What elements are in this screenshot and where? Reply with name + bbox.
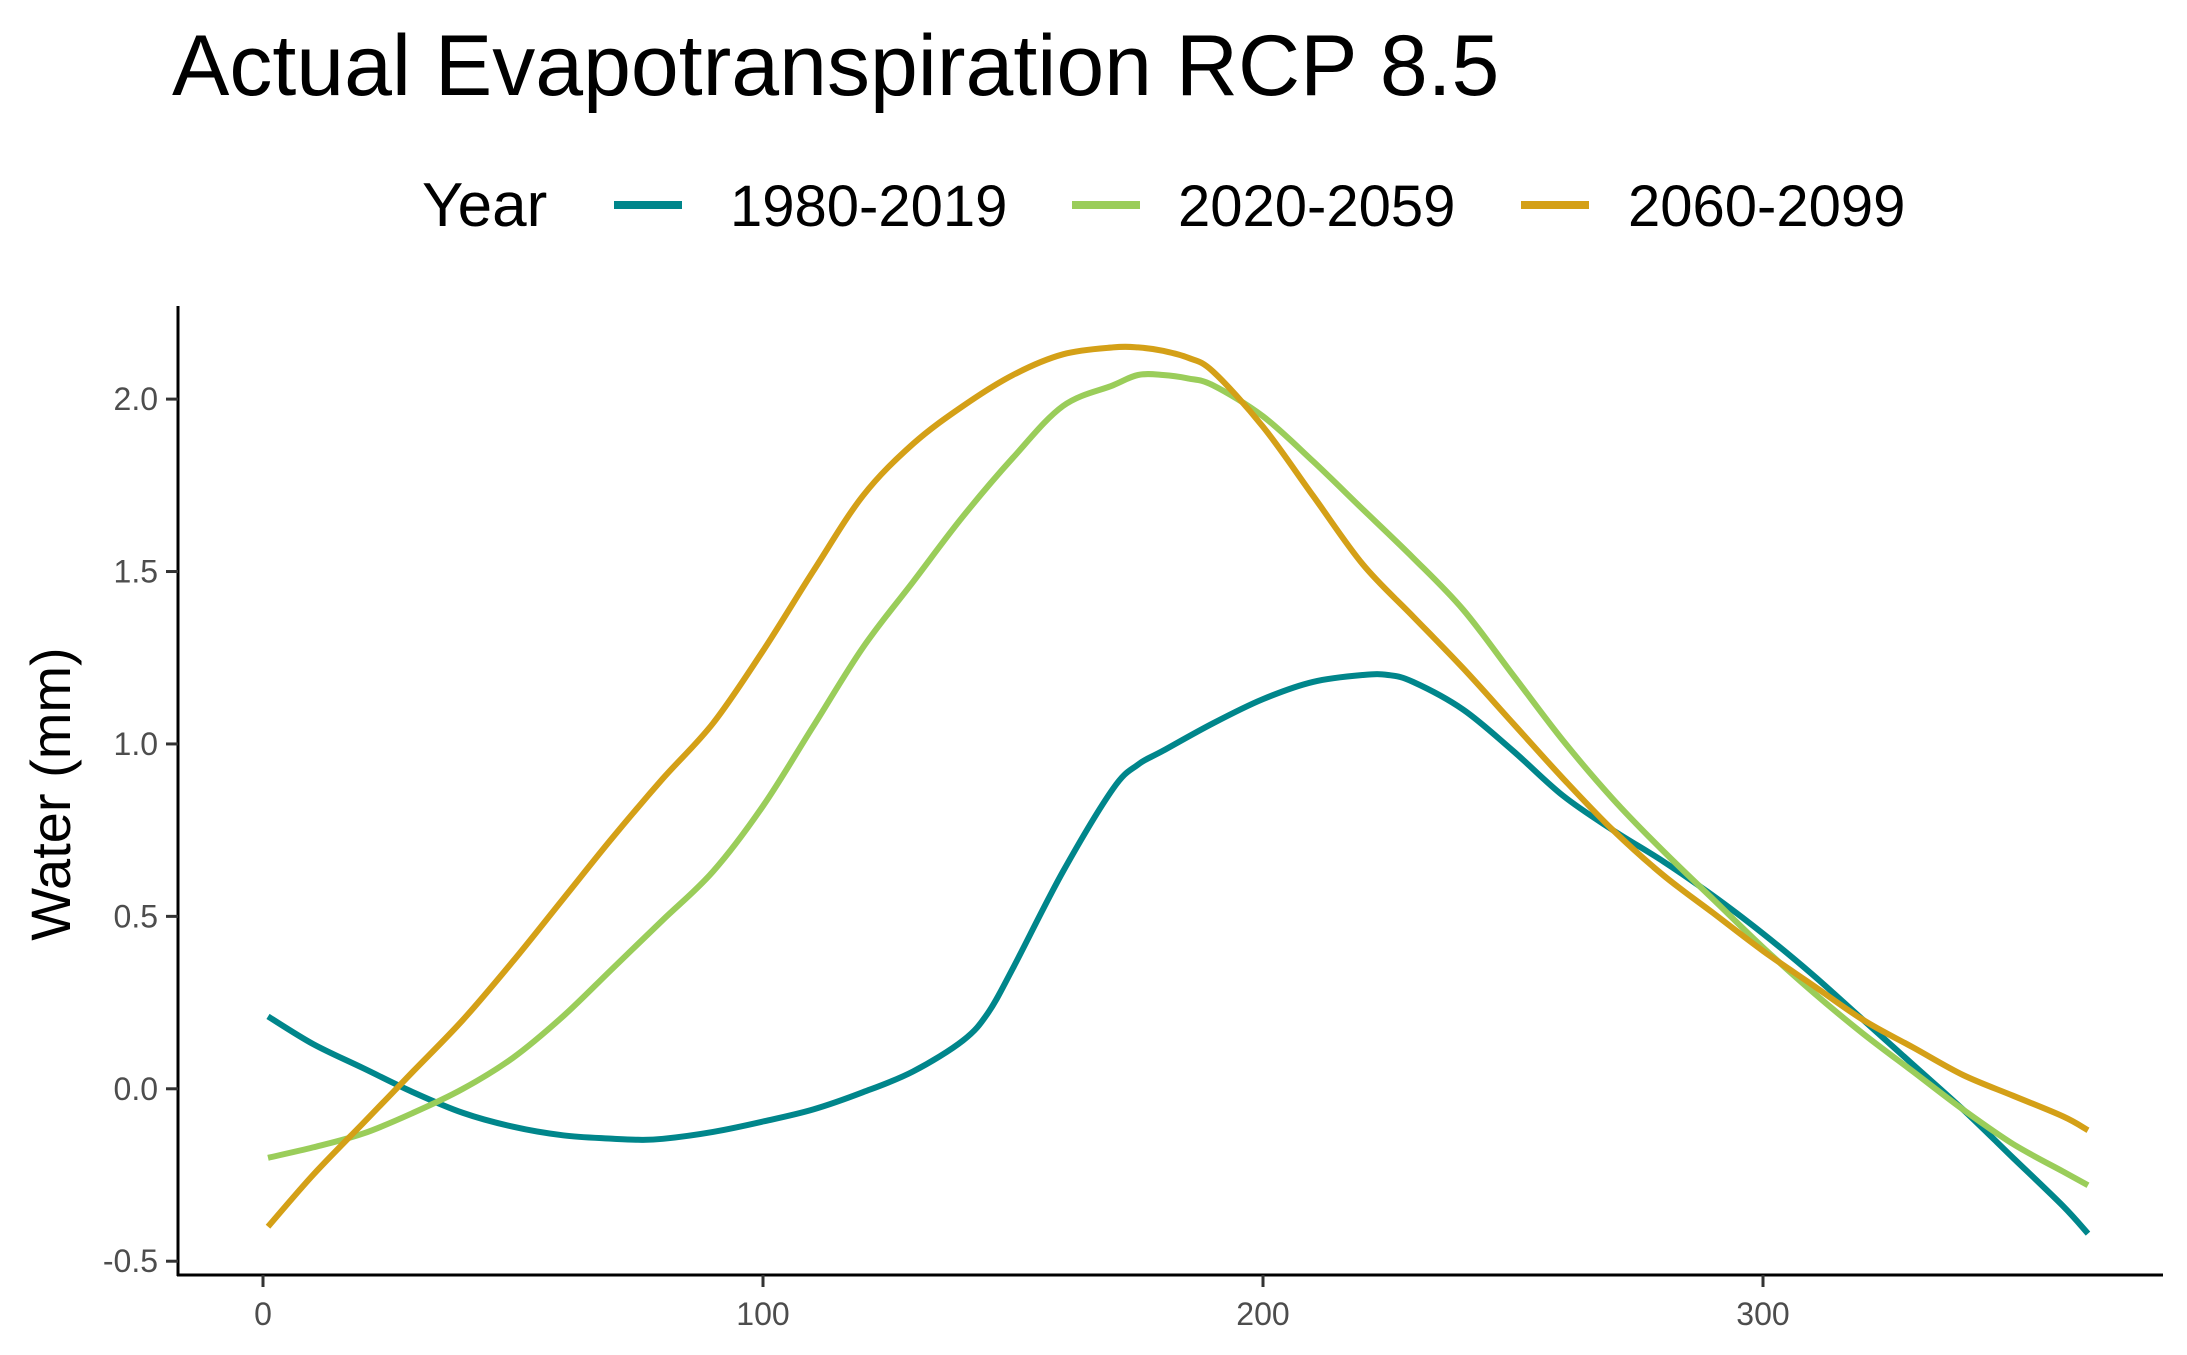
y-tick-label: 2.0 — [114, 381, 158, 417]
y-tick-label: 1.5 — [114, 554, 158, 590]
series-line-1980-2019 — [266, 671, 2091, 1236]
plot-area: -0.5 0.0 0.5 1.0 1.5 2.0 0 100 200 300 — [103, 306, 2163, 1332]
y-tick-label: 1.0 — [114, 726, 158, 762]
series-line-2060-2099 — [265, 343, 2090, 1229]
legend-title: Year — [422, 171, 547, 240]
y-tick-label: 0.5 — [114, 898, 158, 934]
y-axis-label: Water (mm) — [19, 647, 82, 940]
legend-label-2020-2059: 2020-2059 — [1178, 174, 1455, 239]
y-tick-label: 0.0 — [114, 1071, 158, 1107]
legend-label-1980-2019: 1980-2019 — [730, 174, 1007, 239]
x-tick-label: 100 — [736, 1296, 789, 1332]
legend-label-2060-2099: 2060-2099 — [1628, 174, 1905, 239]
x-tick-label: 0 — [254, 1296, 272, 1332]
y-tick-label: -0.5 — [103, 1243, 158, 1279]
series-line-2020-2059 — [267, 371, 2090, 1188]
chart-title: Actual Evapotranspiration RCP 8.5 — [172, 18, 1499, 114]
x-tick-label: 300 — [1736, 1296, 1789, 1332]
x-tick-label: 200 — [1236, 1296, 1289, 1332]
legend: Year 1980-2019 2020-2059 2060-2099 — [422, 171, 1905, 240]
